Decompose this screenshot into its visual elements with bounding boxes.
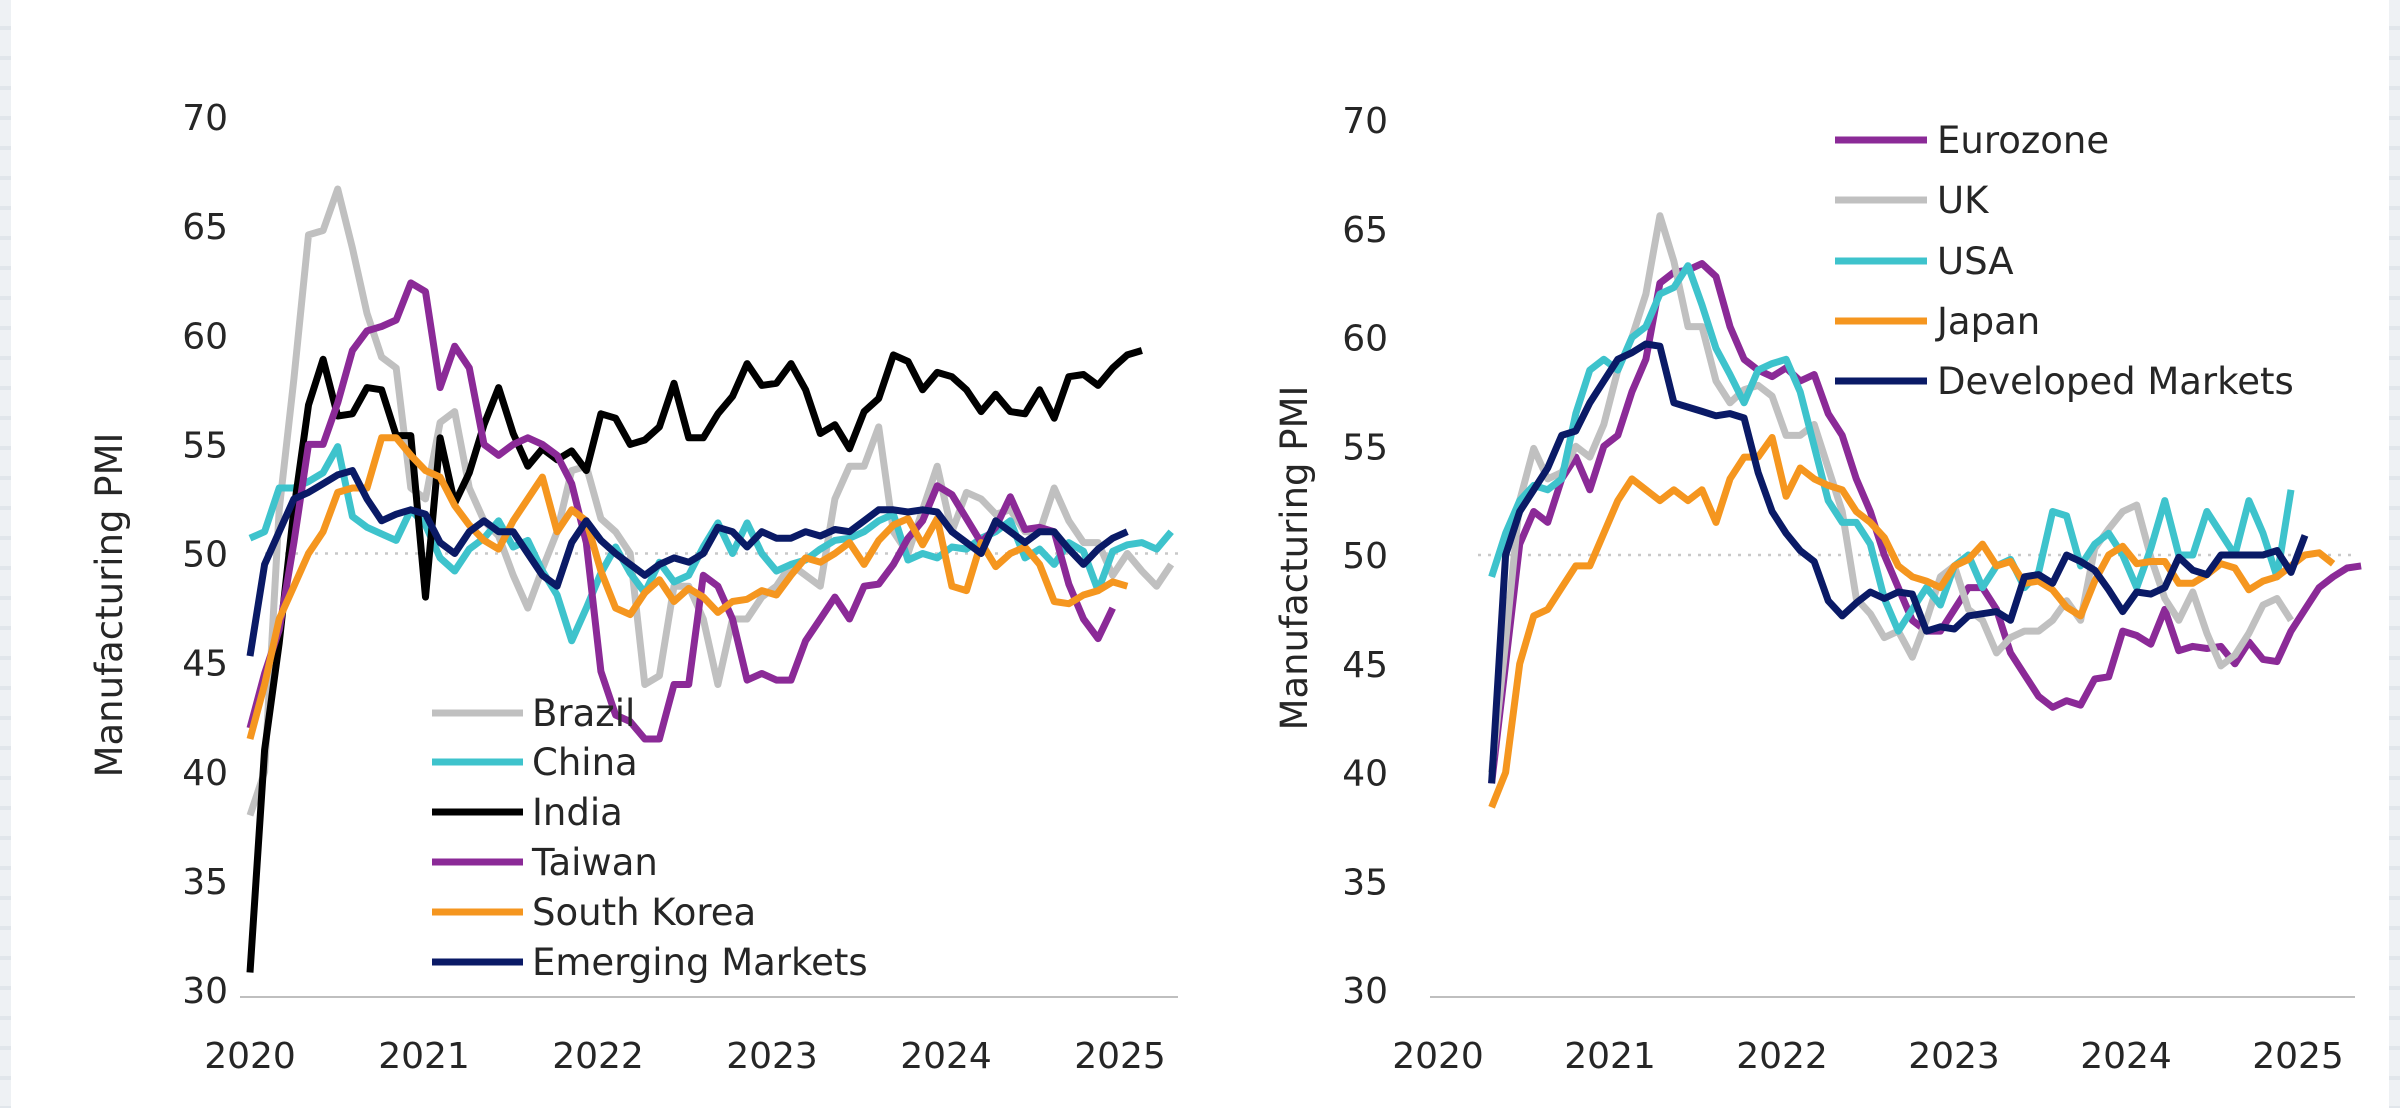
y-tick-label: 70	[1342, 101, 1388, 142]
series-line-developed-markets	[1488, 340, 2309, 784]
y-tick-label: 35	[1342, 862, 1388, 903]
series-line-india	[246, 347, 1143, 973]
y-tick-label: 40	[1342, 754, 1388, 795]
y-tick-label: 40	[182, 753, 228, 794]
legend-label-brazil: Brazil	[532, 692, 635, 735]
y-tick-label: 70	[182, 98, 228, 139]
legend-label-taiwan: Taiwan	[531, 841, 658, 884]
x-tick-label: 2020	[204, 1036, 296, 1077]
y-tick-label: 55	[182, 425, 228, 466]
left-edge-decoration	[0, 0, 11, 1108]
series-line-uk	[1488, 212, 2294, 773]
developed-y-axis-label: Manufacturing PMI	[1273, 386, 1316, 731]
x-tick-label: 2020	[1392, 1036, 1484, 1077]
legend-label-usa: USA	[1937, 240, 2014, 283]
y-tick-label: 45	[1342, 645, 1388, 686]
emerging-y-ticks: 30 35 40 45 50 55 60 65 70	[182, 98, 228, 1012]
emerging-y-axis-label: Manufacturing PMI	[88, 433, 131, 778]
x-tick-label: 2025	[2252, 1036, 2344, 1077]
y-tick-label: 60	[182, 316, 228, 357]
x-tick-label: 2023	[1908, 1036, 2000, 1077]
legend-label-south-korea: South Korea	[532, 891, 756, 934]
series-line-eurozone	[1488, 260, 2362, 784]
x-tick-label: 2022	[552, 1036, 644, 1077]
legend-label-india: India	[532, 791, 623, 834]
y-tick-label: 65	[1342, 210, 1388, 251]
right-edge-decoration	[2389, 0, 2400, 1108]
x-tick-label: 2022	[1736, 1036, 1828, 1077]
developed-x-ticks: 2020 2021 2022 2023 2024 2025	[1392, 1036, 2344, 1077]
series-line-brazil	[246, 185, 1175, 817]
developed-markets-panel: Manufacturing PMI 30 35 40 45 50 55 60 6…	[1273, 101, 2362, 1077]
legend-label-china: China	[532, 741, 638, 784]
series-line-japan	[1488, 434, 2336, 809]
legend-label-eurozone: Eurozone	[1937, 119, 2109, 162]
developed-legend: Eurozone UK USA Japan Developed Markets	[1835, 119, 2294, 403]
y-tick-label: 35	[182, 862, 228, 903]
x-tick-label: 2021	[1564, 1036, 1656, 1077]
legend-label-uk: UK	[1937, 179, 1990, 222]
y-tick-label: 60	[1342, 319, 1388, 360]
y-tick-label: 45	[182, 644, 228, 685]
series-line-emerging-markets	[246, 467, 1129, 657]
x-tick-label: 2024	[900, 1036, 992, 1077]
y-tick-label: 65	[182, 207, 228, 248]
y-tick-label: 30	[1342, 971, 1388, 1012]
legend-label-emerging-markets: Emerging Markets	[532, 941, 868, 984]
x-tick-label: 2023	[726, 1036, 818, 1077]
emerging-markets-panel: Manufacturing PMI 30 35 40 45 50 55 60 6…	[88, 98, 1180, 1077]
legend-label-developed-markets: Developed Markets	[1937, 360, 2294, 403]
legend-label-japan: Japan	[1935, 300, 2040, 343]
developed-series-lines	[1488, 212, 2362, 809]
x-tick-label: 2021	[378, 1036, 470, 1077]
y-tick-label: 50	[1342, 536, 1388, 577]
series-line-south-korea	[246, 434, 1129, 740]
emerging-x-ticks: 2020 2021 2022 2023 2024 2025	[204, 1036, 1166, 1077]
series-line-taiwan	[246, 279, 1116, 743]
x-tick-label: 2024	[2080, 1036, 2172, 1077]
developed-y-ticks: 30 35 40 45 50 55 60 65 70	[1342, 101, 1388, 1012]
y-tick-label: 55	[1342, 427, 1388, 468]
emerging-legend: Brazil China India Taiwan South Korea Em…	[432, 692, 868, 984]
emerging-series-lines	[246, 185, 1175, 973]
x-tick-label: 2025	[1074, 1036, 1166, 1077]
y-tick-label: 50	[182, 535, 228, 576]
y-tick-label: 30	[182, 971, 228, 1012]
